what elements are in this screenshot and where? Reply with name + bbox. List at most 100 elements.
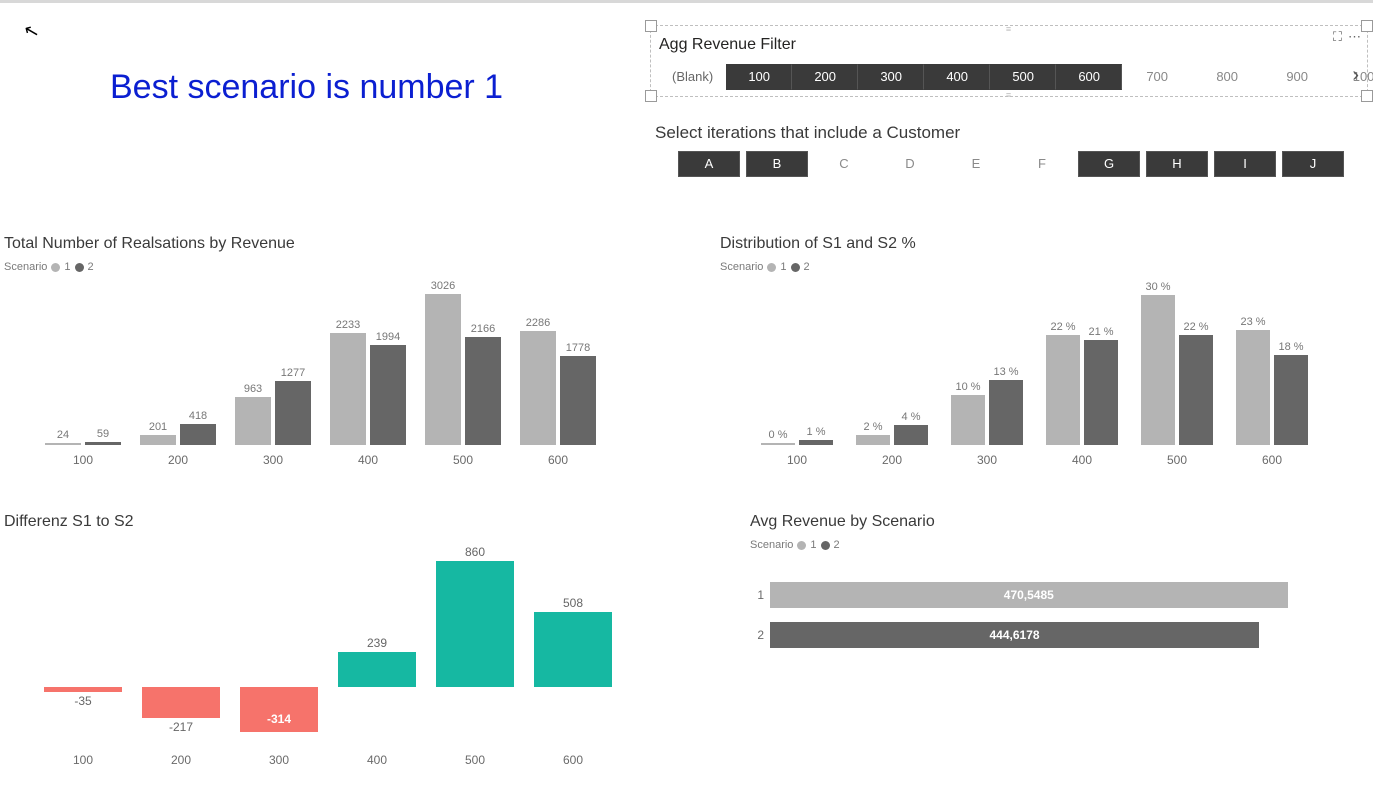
agg-revenue-filter-slicer[interactable]: ≡ ≡ ⛶ ⋯ Agg Revenue Filter (Blank)100200… — [650, 25, 1368, 97]
axis-category-label: 100 — [44, 745, 122, 767]
customer-filter-item[interactable]: I — [1214, 151, 1276, 177]
customer-filter-item[interactable]: B — [746, 151, 808, 177]
bar-label: 18 % — [1278, 341, 1303, 355]
bar[interactable]: 963 — [235, 397, 271, 445]
slicer-item-blank[interactable]: (Blank) — [659, 64, 726, 90]
axis-category-label: 500 — [424, 445, 502, 467]
chart-realsations[interactable]: Total Number of Realsations by Revenue S… — [4, 235, 654, 489]
bar[interactable]: 1277 — [275, 381, 311, 445]
bar[interactable]: 0 % — [761, 443, 795, 445]
bar-label: 2166 — [471, 323, 495, 337]
slicer-next-icon[interactable]: › — [1352, 64, 1359, 87]
bar-label: 1 % — [807, 426, 826, 440]
customer-filter-item[interactable]: A — [678, 151, 740, 177]
bar[interactable]: 30 % — [1141, 295, 1175, 445]
bar[interactable]: 1994 — [370, 345, 406, 445]
axis-category-label: 300 — [240, 745, 318, 767]
bar-label: 4 % — [902, 411, 921, 425]
bar-label: 201 — [149, 421, 167, 435]
agg-filter-row: (Blank)1002003004005006007008009001000 — [659, 64, 1337, 90]
bar[interactable]: 10 % — [951, 395, 985, 445]
bar[interactable]: 418 — [180, 424, 216, 445]
axis-category-label: 500 — [436, 745, 514, 767]
bar[interactable]: 2 % — [856, 435, 890, 445]
bar[interactable]: 18 % — [1274, 355, 1308, 445]
bar[interactable]: 508 — [534, 612, 612, 686]
focus-mode-icon[interactable]: ⛶ — [1333, 29, 1342, 45]
customer-filter-item[interactable]: E — [946, 152, 1006, 176]
chart-title: Distribution of S1 and S2 % — [720, 235, 1360, 253]
more-options-icon[interactable]: ⋯ — [1348, 29, 1361, 45]
bar-label: 1778 — [566, 342, 590, 356]
bar[interactable]: 1778 — [560, 356, 596, 445]
bar[interactable]: -314 — [240, 687, 318, 733]
slicer-item[interactable]: 200 — [792, 64, 858, 90]
bar[interactable]: 24 — [45, 443, 81, 445]
slicer-item[interactable]: 400 — [924, 64, 990, 90]
bar-label: 2233 — [336, 319, 360, 333]
axis-category-label: 200 — [139, 445, 217, 467]
bar-label: 239 — [367, 636, 387, 652]
bar-label: -35 — [74, 692, 91, 708]
axis-category-label: 300 — [950, 445, 1024, 467]
chart-avg-revenue[interactable]: Avg Revenue by Scenario Scenario 1 2 147… — [750, 513, 1350, 721]
bar-label: 963 — [244, 383, 262, 397]
bar-label: 13 % — [993, 366, 1018, 380]
slicer-item[interactable]: 800 — [1192, 64, 1262, 90]
bar[interactable]: 2233 — [330, 333, 366, 445]
bar[interactable]: -35 — [44, 687, 122, 692]
axis-category-label: 200 — [142, 745, 220, 767]
bar-label: 22 % — [1183, 321, 1208, 335]
bar[interactable]: 2166 — [465, 337, 501, 445]
bar-label: -314 — [267, 712, 291, 726]
customer-filter-item[interactable]: D — [880, 152, 940, 176]
dashboard-canvas: ↖ Best scenario is number 1 ≡ ≡ ⛶ ⋯ Agg … — [0, 0, 1373, 802]
axis-category-label: 2 — [750, 628, 770, 642]
slicer-item[interactable]: 300 — [858, 64, 924, 90]
axis-category-label: 500 — [1140, 445, 1214, 467]
slicer-item[interactable]: 500 — [990, 64, 1056, 90]
customer-filter-item[interactable]: F — [1012, 152, 1072, 176]
bar[interactable]: 239 — [338, 652, 416, 687]
bar[interactable]: 2286 — [520, 331, 556, 445]
bar[interactable]: 3026 — [425, 294, 461, 445]
bar[interactable]: 22 % — [1179, 335, 1213, 445]
bar-label: 860 — [465, 545, 485, 561]
axis-category-label: 200 — [855, 445, 929, 467]
chart-legend: Scenario 1 2 — [720, 261, 1360, 273]
chart-differenz[interactable]: Differenz S1 to S2 -35100-217200-3143002… — [4, 513, 664, 789]
customer-filter-item[interactable]: J — [1282, 151, 1344, 177]
slicer-item[interactable]: 100 — [726, 64, 792, 90]
bar-label: 10 % — [955, 381, 980, 395]
slicer-item[interactable]: 900 — [1262, 64, 1332, 90]
bar[interactable]: 13 % — [989, 380, 1023, 445]
axis-category-label: 1 — [750, 588, 770, 602]
bar[interactable]: 1 % — [799, 440, 833, 445]
customer-filter-item[interactable]: C — [814, 152, 874, 176]
customer-filter-row: ABCDEFGHIJ — [678, 151, 1350, 177]
bar[interactable]: 444,6178 — [770, 622, 1259, 648]
bar[interactable]: 21 % — [1084, 340, 1118, 445]
bar[interactable]: 22 % — [1046, 335, 1080, 445]
bar[interactable]: 201 — [140, 435, 176, 445]
bar[interactable]: 23 % — [1236, 330, 1270, 445]
slicer-item[interactable]: 600 — [1056, 64, 1122, 90]
axis-category-label: 400 — [338, 745, 416, 767]
axis-category-label: 100 — [44, 445, 122, 467]
bar[interactable]: -217 — [142, 687, 220, 719]
slicer-item[interactable]: 700 — [1122, 64, 1192, 90]
bar[interactable]: 860 — [436, 561, 514, 687]
axis-category-label: 600 — [534, 745, 612, 767]
bar[interactable]: 470,5485 — [770, 582, 1288, 608]
customer-filter-item[interactable]: G — [1078, 151, 1140, 177]
bar[interactable]: 59 — [85, 442, 121, 445]
axis-category-label: 400 — [329, 445, 407, 467]
bar[interactable]: 4 % — [894, 425, 928, 445]
slicer-title: Agg Revenue Filter — [659, 36, 796, 54]
bar-label: 508 — [563, 596, 583, 612]
bar-label: 59 — [97, 428, 109, 442]
bar-label: 3026 — [431, 280, 455, 294]
chart-distribution[interactable]: Distribution of S1 and S2 % Scenario 1 2… — [720, 235, 1360, 489]
customer-filter-item[interactable]: H — [1146, 151, 1208, 177]
chart-title: Total Number of Realsations by Revenue — [4, 235, 654, 253]
